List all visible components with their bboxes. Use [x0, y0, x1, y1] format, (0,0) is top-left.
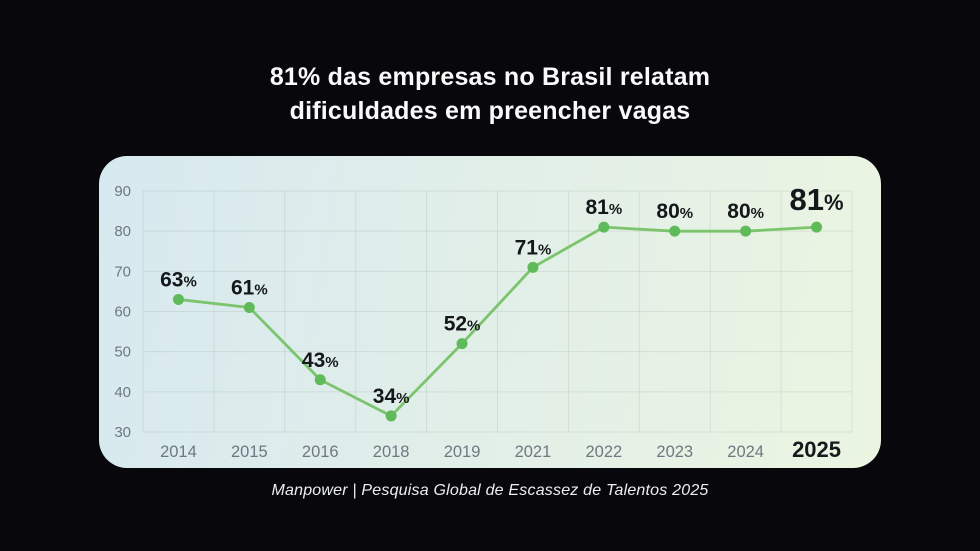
data-point — [385, 410, 397, 422]
y-axis-tick: 60 — [114, 304, 131, 321]
series-line — [177, 225, 818, 418]
y-axis-tick: 50 — [114, 344, 131, 361]
chart-title-line-1: 81% das empresas no Brasil relatam — [269, 63, 711, 91]
data-point — [172, 293, 184, 305]
source-caption: Manpower | Pesquisa Global de Escassez d… — [271, 482, 709, 499]
line-chart: 30 40 50 60 70 80 90 2014 2015 2016 2018 2019 2021 20… — [114, 182, 853, 462]
gridlines — [142, 190, 853, 433]
y-axis-tick: 30 — [114, 424, 131, 441]
chart-title-line-2: dificuldades em preencher vagas — [289, 97, 691, 125]
data-point-label: 52% — [444, 313, 481, 336]
data-point-label: 81% — [585, 196, 622, 219]
x-axis-label: 2023 — [656, 443, 693, 461]
data-point-label: 80% — [727, 200, 764, 223]
x-axis-label: 2021 — [515, 443, 552, 461]
y-axis-tick: 40 — [114, 384, 131, 401]
data-point — [527, 261, 539, 273]
data-point — [811, 221, 823, 233]
data-point-label: 43% — [302, 349, 339, 372]
data-point — [243, 301, 255, 313]
data-point-label: 61% — [231, 276, 268, 299]
y-axis-tick: 70 — [114, 263, 131, 280]
x-axis-label: 2014 — [160, 443, 197, 461]
data-point — [669, 225, 681, 237]
data-point-label: 80% — [656, 200, 693, 223]
y-axis-tick: 90 — [114, 183, 131, 200]
x-axis-label: 2022 — [585, 443, 622, 461]
data-point — [314, 374, 326, 386]
data-point — [598, 221, 610, 233]
y-axis-tick: 80 — [114, 223, 131, 240]
data-point — [456, 338, 468, 350]
x-axis-label: 2025 — [792, 437, 841, 462]
chart-card: 30 40 50 60 70 80 90 2014 2015 2016 2018 2019 2021 20… — [99, 156, 881, 468]
chart-title: 81% das empresas no Brasil relatam dific… — [0, 0, 980, 128]
x-axis-label: 2024 — [727, 443, 764, 461]
x-axis-label: 2016 — [302, 443, 339, 461]
x-axis-label: 2018 — [373, 443, 410, 461]
data-point-label: 34% — [373, 385, 410, 408]
x-axis-label: 2019 — [444, 443, 481, 461]
data-point-label: 63% — [160, 268, 197, 291]
x-axis-label: 2015 — [231, 443, 268, 461]
data-point — [740, 225, 752, 237]
data-point-label: 71% — [515, 236, 552, 259]
data-point-label: 81% — [790, 182, 844, 217]
